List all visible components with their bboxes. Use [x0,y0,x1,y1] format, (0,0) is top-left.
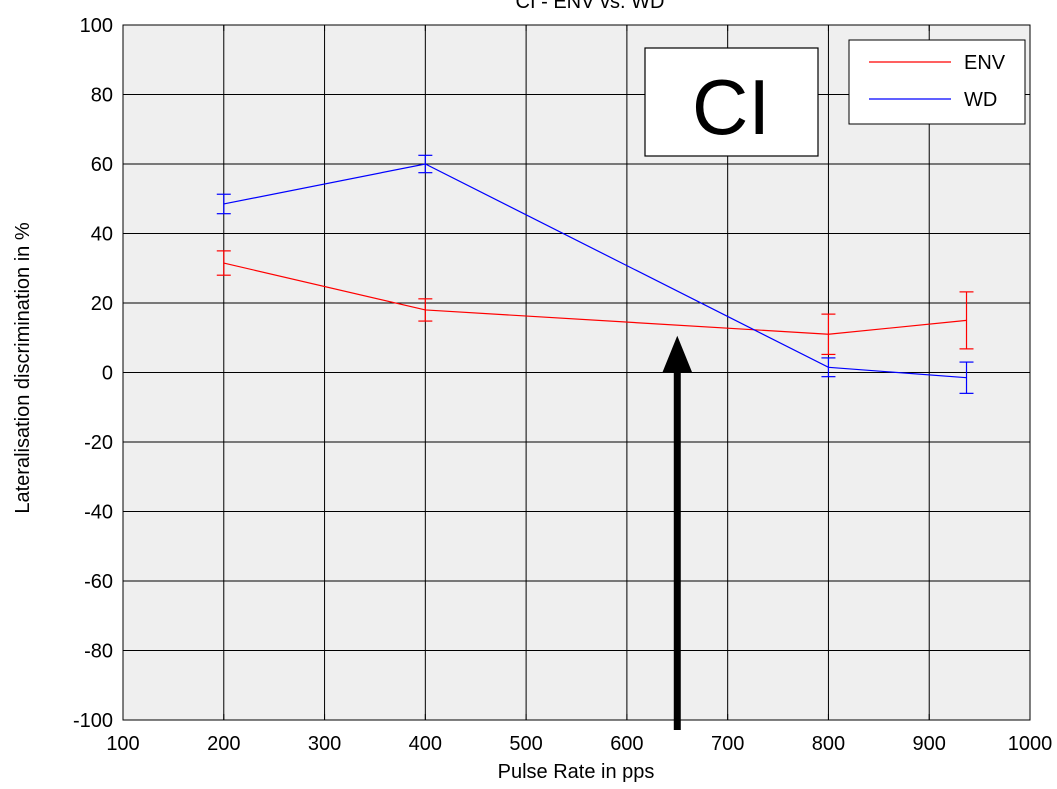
x-tick-label: 900 [913,733,946,755]
series-lines [216,154,974,394]
series-wd-errorbar [959,361,974,394]
y-tick-label: 60 [91,154,113,176]
y-tick-label: -60 [84,571,113,593]
series-env-errorbar [959,291,974,350]
annotations: CI [644,47,819,730]
annotation-box [644,47,819,157]
grid-lines [123,25,1030,720]
series-wd-errorbar [418,154,433,174]
y-tick-label: 20 [91,293,113,315]
y-tick-label: 40 [91,224,113,246]
y-tick-label: -20 [84,432,113,454]
x-tick-label: 200 [207,733,240,755]
legend: ENV WD [848,39,1026,125]
series-env-errorbar [216,250,231,276]
legend-label-env: ENV [964,52,1006,74]
series-env-errorbar [821,313,836,356]
series-wd-errorbar [216,193,231,215]
series-env-errorbar [418,298,433,322]
y-axis-title: Lateralisation discrimination in % [12,222,34,513]
legend-label-wd: WD [964,89,997,111]
x-tick-label: 300 [308,733,341,755]
axis-ticks: 100 200 300 400 500 600 700 800 900 1000-100-80-6… [73,15,1052,755]
annotation-label: CI [692,63,770,151]
y-tick-label: 80 [91,85,113,107]
x-tick-label: 700 [711,733,744,755]
x-tick-label: 400 [409,733,442,755]
x-tick-label: 600 [610,733,643,755]
series-wd-line [223,163,967,379]
series-wd-errorbar [821,357,836,378]
y-tick-label: -80 [84,641,113,663]
legend-box [848,39,1026,125]
series-env-line [223,262,967,335]
x-axis-title: Pulse Rate in pps [498,761,655,783]
y-tick-label: -100 [73,710,113,732]
x-tick-label: 800 [812,733,845,755]
x-tick-label: 500 [509,733,542,755]
y-tick-label: 100 [80,15,113,37]
y-tick-label: -40 [84,502,113,524]
chart-title: CI - ENV vs. WD [516,0,665,13]
annotation-arrow-head [662,335,693,373]
x-tick-label: 100 [106,733,139,755]
y-tick-label: 0 [102,363,113,385]
x-tick-label: 1000 [1008,733,1053,755]
